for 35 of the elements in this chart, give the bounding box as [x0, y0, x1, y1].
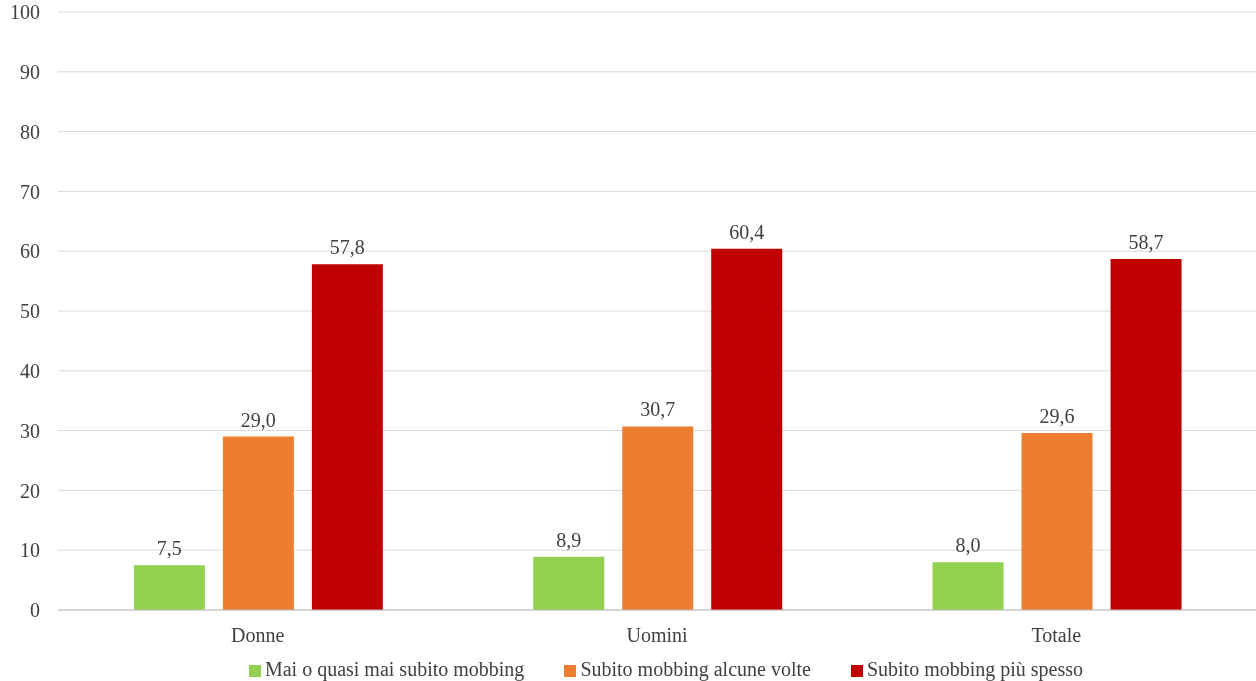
- data-label: 29,0: [240, 408, 276, 431]
- y-tick-label: 70: [20, 180, 40, 203]
- data-label: 30,7: [640, 398, 676, 421]
- y-tick-label: 50: [20, 300, 40, 323]
- y-tick-label: 30: [20, 419, 40, 442]
- y-tick-label: 20: [20, 479, 40, 502]
- bar: [133, 565, 205, 610]
- data-label: 8,9: [556, 528, 582, 551]
- data-label: 60,4: [729, 220, 765, 243]
- y-tick-label: 10: [20, 539, 40, 562]
- legend-label: Mai o quasi mai subito mobbing: [264, 658, 525, 680]
- data-label: 57,8: [329, 236, 365, 259]
- y-tick-label: 60: [20, 240, 40, 263]
- bar: [1021, 432, 1093, 610]
- legend-label: Subito mobbing alcune volte: [580, 658, 811, 680]
- y-tick-label: 80: [20, 120, 40, 143]
- x-tick-label: Uomini: [626, 624, 688, 647]
- legend-label: Subito mobbing più spesso: [866, 658, 1084, 680]
- y-tick-label: 100: [10, 1, 40, 24]
- bar: [622, 426, 694, 610]
- data-label: 8,0: [955, 534, 981, 557]
- y-tick-label: 0: [30, 599, 40, 622]
- bar: [1110, 258, 1182, 610]
- data-label: 58,7: [1128, 230, 1164, 253]
- data-label: 29,6: [1039, 404, 1075, 427]
- bar: [711, 248, 783, 610]
- x-tick-label: Donne: [231, 624, 285, 647]
- y-tick-label: 40: [20, 359, 40, 382]
- bar: [311, 264, 383, 610]
- bar: [533, 556, 605, 610]
- bar: [222, 436, 294, 610]
- x-tick-label: Totale: [1031, 624, 1082, 647]
- bar: [932, 562, 1004, 610]
- data-label: 7,5: [156, 537, 182, 560]
- y-tick-label: 90: [20, 60, 40, 83]
